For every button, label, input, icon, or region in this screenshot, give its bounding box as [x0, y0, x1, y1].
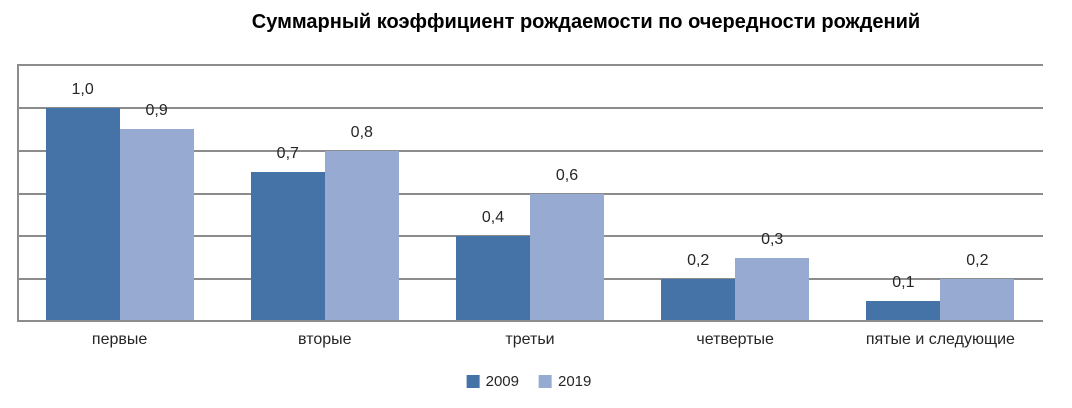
legend-swatch-2019: [539, 375, 552, 388]
value-label-2019-cat4: 0,2: [966, 252, 989, 270]
value-label-2009-cat0: 1,0: [71, 80, 94, 98]
category-label-4: пятые и следующие: [865, 331, 1015, 348]
category-label-0: первые: [91, 331, 148, 348]
legend-item-2009: 2009: [466, 373, 519, 390]
value-label-2009-cat2: 0,4: [481, 209, 505, 227]
bar-2009-cat4: [866, 300, 941, 320]
bar-2019-cat3: [735, 257, 810, 320]
category-label-3: четвертые: [696, 331, 774, 348]
value-label-2009-cat3: 0,2: [687, 252, 710, 270]
bar-2019-cat4: [940, 279, 1015, 320]
value-label-2019-cat0: 0,9: [145, 102, 168, 120]
chart-title: Суммарный коэффициент рождаемости по оче…: [251, 11, 921, 33]
bar-2019-cat1: [324, 150, 399, 320]
bar-2009-cat0: [45, 107, 120, 320]
legend-label-2019: 2019: [558, 373, 592, 390]
value-label-2019-cat3: 0,3: [761, 230, 784, 248]
gridline: [17, 106, 1043, 109]
legend: 2009 2019: [466, 373, 591, 390]
gridline: [17, 149, 1043, 152]
plot-area: 1,0 0,7 0,4 0,2 0,1 0,9 0,8 0,6 0,3 0,2: [17, 64, 1043, 322]
category-label-1: вторые: [298, 331, 352, 348]
bar-2009-cat1: [250, 172, 325, 320]
legend-label-2009: 2009: [485, 373, 519, 390]
bar-2019-cat2: [530, 193, 604, 320]
legend-swatch-2009: [466, 375, 480, 388]
bar-2019-cat0: [119, 129, 194, 320]
value-label-2009-cat1: 0,7: [276, 145, 299, 163]
value-label-2019-cat2: 0,6: [555, 166, 579, 184]
category-label-2: третьи: [505, 331, 555, 348]
bar-2009-cat3: [661, 279, 736, 320]
value-label-2009-cat4: 0,1: [892, 273, 915, 291]
x-axis-line: [17, 320, 1043, 322]
gridline: [17, 64, 1043, 66]
legend-item-2019: 2019: [539, 374, 591, 389]
bar-2009-cat2: [456, 236, 530, 320]
value-label-2019-cat1: 0,8: [350, 123, 373, 141]
